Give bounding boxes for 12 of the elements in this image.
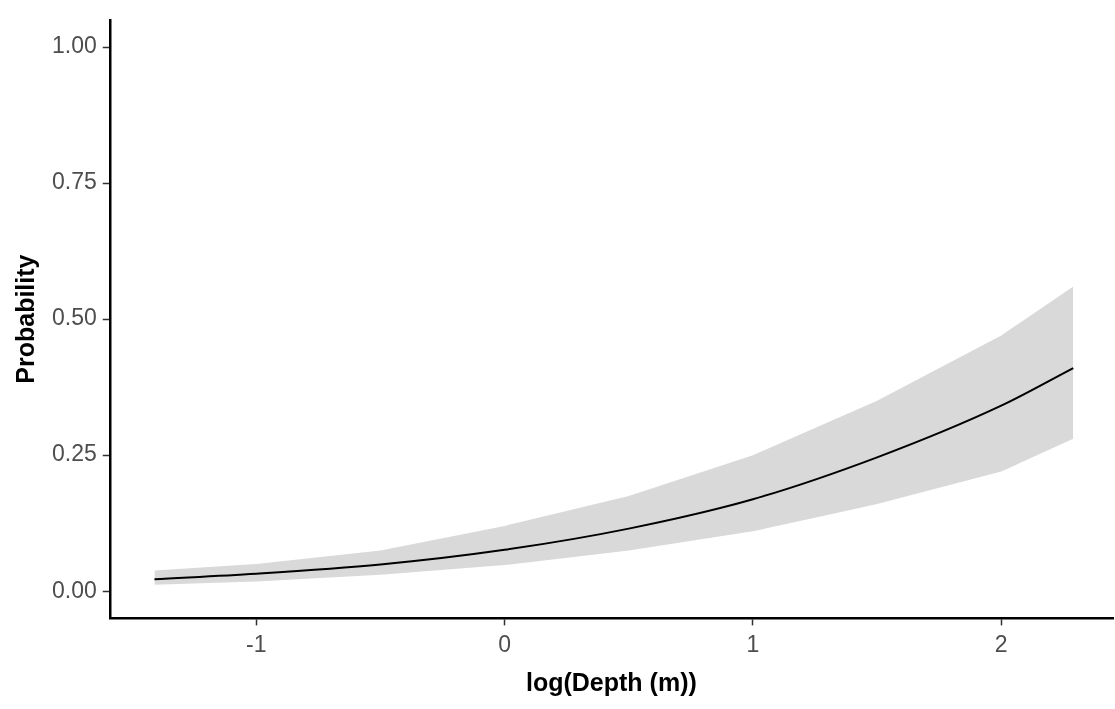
y-tick-label: 0.25 <box>52 440 97 467</box>
x-tick-label: 1 <box>746 630 760 657</box>
y-tick-label: 1.00 <box>52 32 97 59</box>
x-tick-label: 2 <box>994 630 1008 657</box>
x-tick-label: 0 <box>498 630 511 657</box>
y-axis-title: Probability <box>10 254 39 384</box>
line-series <box>153 367 1075 581</box>
y-tick-label: 0.00 <box>52 576 97 603</box>
y-tick-label: 0.50 <box>52 304 97 331</box>
x-tick-label: -1 <box>246 630 267 657</box>
x-axis-title: log(Depth (m)) <box>525 667 697 696</box>
y-tick-label: 0.75 <box>52 168 97 195</box>
